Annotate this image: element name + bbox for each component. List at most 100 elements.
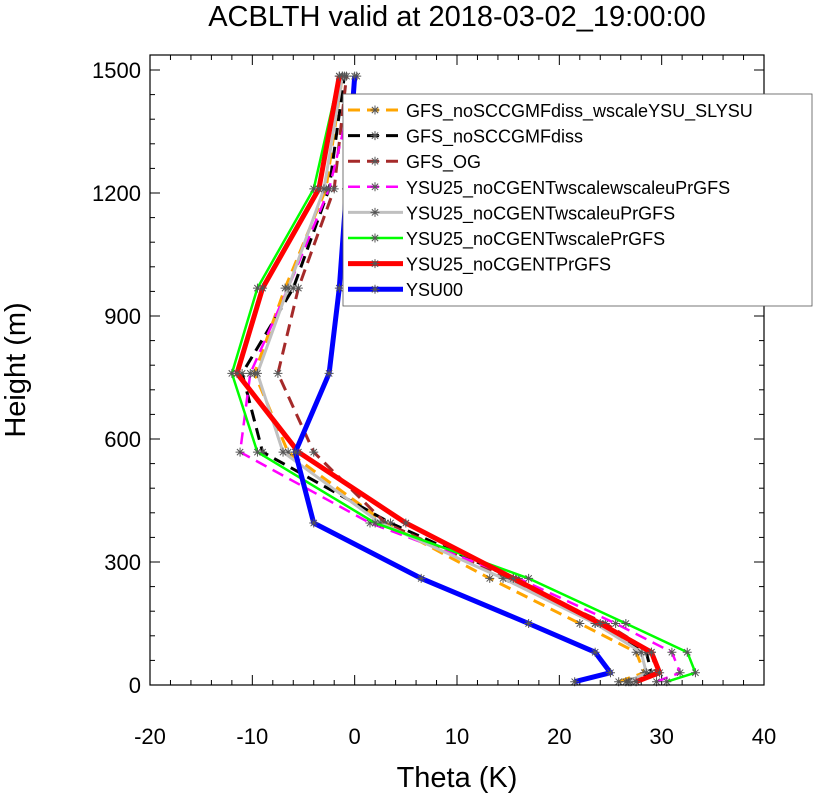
series-point — [606, 668, 615, 678]
series-point — [324, 368, 334, 378]
plot-frame — [149, 54, 765, 686]
series-point — [524, 619, 534, 628]
legend-marker — [370, 105, 380, 115]
legend-item: GFS_noSCCGMFdiss_wscaleYSU_SLYSU — [348, 101, 753, 122]
legend-label: GFS_noSCCGMFdiss_wscaleYSU_SLYSU — [406, 101, 753, 122]
series-point — [290, 447, 300, 457]
series-point — [235, 447, 245, 457]
series-point — [652, 677, 662, 687]
series-point — [595, 619, 605, 628]
series-point — [641, 668, 651, 678]
series-point — [365, 518, 375, 528]
series-point — [273, 368, 283, 378]
legend-box — [342, 93, 813, 307]
x-tick-label: 30 — [649, 724, 673, 749]
y-tick-label: 0 — [129, 673, 141, 698]
series-point — [258, 283, 268, 293]
series-point — [682, 647, 692, 657]
legend-marker — [370, 207, 380, 217]
y-tick-label: 600 — [104, 427, 141, 452]
series-point — [227, 368, 237, 378]
series-point — [646, 647, 656, 657]
series-point — [624, 677, 634, 687]
legend-label: YSU25_noCGENTPrGFS — [406, 255, 611, 276]
legend-marker — [370, 284, 380, 294]
series-point — [385, 518, 395, 528]
legend-marker — [370, 233, 380, 243]
series-point — [401, 518, 411, 528]
series-point — [508, 573, 518, 583]
series-point — [690, 668, 700, 678]
series-point — [646, 668, 656, 678]
series-point — [570, 677, 580, 687]
series-point — [667, 647, 677, 657]
series-point — [245, 368, 255, 378]
series-point — [631, 647, 641, 657]
series-point — [309, 518, 319, 528]
series-point — [636, 647, 646, 657]
series-point — [350, 71, 360, 81]
legend-label: YSU00 — [406, 280, 463, 300]
legend-item: YSU25_noCGENTwscaleuPrGFS — [348, 203, 675, 224]
series-point — [662, 677, 672, 687]
legend-label: YSU25_noCGENTwscalewscaleuPrGFS — [406, 178, 730, 199]
legend: GFS_noSCCGMFdiss_wscaleYSU_SLYSU GFS_noSC… — [342, 93, 813, 307]
series-point — [278, 447, 288, 457]
series-line — [238, 75, 682, 683]
series-point — [621, 619, 631, 628]
y-tick-label: 1200 — [92, 181, 141, 206]
series-point — [485, 573, 495, 583]
series-point — [380, 518, 390, 528]
legend-item: YSU25_noCGENTPrGFS — [348, 255, 611, 276]
series-point — [590, 647, 600, 657]
legend-item: GFS_noSCCGMFdiss — [348, 127, 583, 148]
y-tick-label: 1500 — [92, 58, 141, 83]
y-tick-label: 900 — [104, 304, 141, 329]
series-layer — [227, 71, 700, 687]
series-point — [370, 518, 380, 528]
y-tick-label: 300 — [104, 550, 141, 575]
series-point — [524, 573, 534, 583]
series-point — [329, 184, 339, 194]
series-point — [252, 447, 262, 457]
series-point — [614, 677, 624, 687]
series-point — [498, 573, 508, 583]
legend-label: YSU25_noCGENTwscaleuPrGFS — [406, 203, 675, 224]
series-point — [375, 518, 385, 528]
x-tick-label: 40 — [752, 724, 776, 749]
legend-marker — [370, 182, 380, 192]
legend-item: YSU25_noCGENTwscalewscaleuPrGFS — [348, 178, 730, 199]
series-point — [309, 184, 319, 194]
series-point — [258, 447, 268, 457]
legend-marker — [370, 259, 380, 269]
legend-marker — [370, 156, 380, 166]
x-tick-label: 0 — [349, 724, 361, 749]
x-tick-label: -10 — [236, 724, 268, 749]
x-tick-label: 20 — [547, 724, 571, 749]
y-axis-label: Height (m) — [0, 302, 32, 437]
series-3 — [235, 71, 685, 687]
legend-item: GFS_OG — [348, 152, 481, 173]
series-point — [309, 447, 319, 457]
tick-labels: -20 -10 0 10 20 30 40 0 300 600 900 1200 1500 — [92, 58, 776, 749]
series-point — [283, 283, 293, 293]
x-tick-label: -20 — [134, 724, 166, 749]
series-point — [631, 677, 641, 687]
legend-item: YSU00 — [348, 280, 463, 300]
series-point — [324, 184, 334, 194]
series-point — [252, 283, 262, 293]
series-point — [314, 184, 324, 194]
x-axis-label: Theta (K) — [397, 762, 518, 794]
series-point — [611, 619, 621, 628]
series-point — [283, 447, 293, 457]
legend-item: YSU25_noCGENTwscalePrGFS — [348, 229, 665, 250]
series-point — [334, 283, 344, 293]
x-tick-label: 10 — [445, 724, 469, 749]
series-point — [575, 619, 585, 628]
series-point — [655, 668, 665, 678]
legend-label: YSU25_noCGENTwscalePrGFS — [406, 229, 665, 250]
series-point — [237, 368, 247, 378]
series-point — [319, 184, 329, 194]
series-point — [232, 368, 242, 378]
